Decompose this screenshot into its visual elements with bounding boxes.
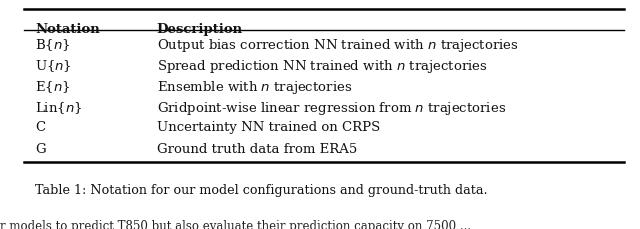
Text: E{$n$}: E{$n$} bbox=[35, 79, 70, 94]
Text: Ground truth data from ERA5: Ground truth data from ERA5 bbox=[157, 142, 357, 155]
Text: Spread prediction NN trained with $n$ trajectories: Spread prediction NN trained with $n$ tr… bbox=[157, 58, 488, 75]
Text: Output bias correction NN trained with $n$ trajectories: Output bias correction NN trained with $… bbox=[157, 37, 518, 54]
Text: Notation: Notation bbox=[35, 23, 100, 36]
Text: U{$n$}: U{$n$} bbox=[35, 58, 72, 73]
Text: B{$n$}: B{$n$} bbox=[35, 37, 70, 52]
Text: Lin{$n$}: Lin{$n$} bbox=[35, 100, 83, 115]
Text: G: G bbox=[35, 142, 46, 155]
Text: r models to predict T850 but also evaluate their prediction capacity on 7500 ...: r models to predict T850 but also evalua… bbox=[0, 219, 471, 229]
Text: Description: Description bbox=[157, 23, 243, 36]
Text: Table 1: Notation for our model configurations and ground-truth data.: Table 1: Notation for our model configur… bbox=[35, 183, 488, 196]
Text: Gridpoint-wise linear regression from $n$ trajectories: Gridpoint-wise linear regression from $n… bbox=[157, 100, 506, 117]
Text: Ensemble with $n$ trajectories: Ensemble with $n$ trajectories bbox=[157, 79, 352, 96]
Text: Uncertainty NN trained on CRPS: Uncertainty NN trained on CRPS bbox=[157, 121, 380, 134]
Text: C: C bbox=[35, 121, 45, 134]
